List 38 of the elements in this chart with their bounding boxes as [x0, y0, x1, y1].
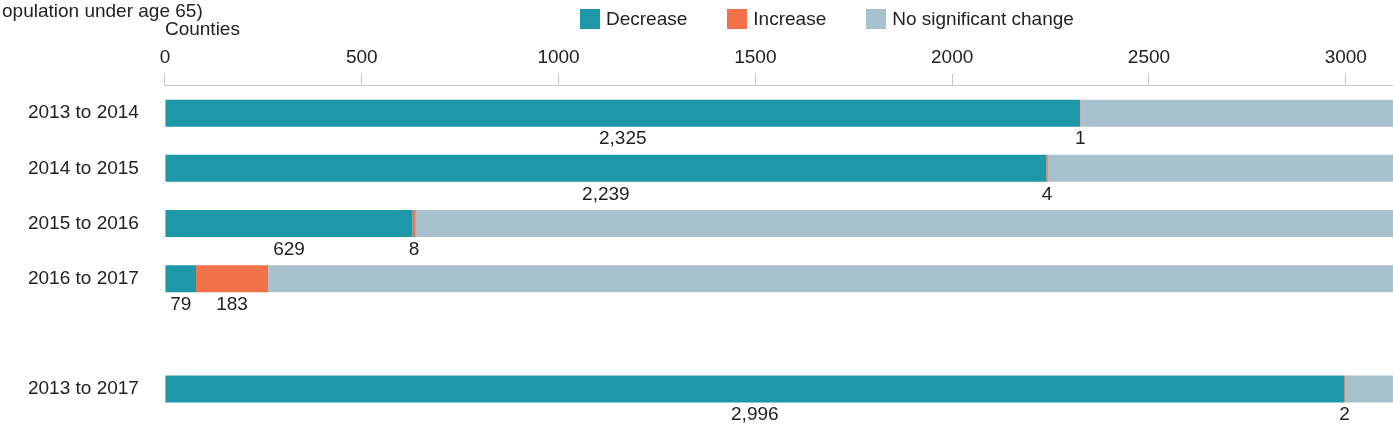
legend-label: Decrease	[606, 8, 688, 30]
y-tick-label: 2013 to 2014	[27, 101, 140, 123]
legend-label: Increase	[753, 8, 827, 30]
bar	[165, 154, 1047, 182]
data-label: 79	[170, 292, 192, 314]
data-label: 183	[216, 292, 248, 314]
data-label: 2,996	[731, 403, 779, 425]
x-tick-label: 2000	[931, 46, 974, 68]
data-label: 629	[273, 237, 305, 259]
bar	[196, 265, 269, 293]
x-tick-label: 1000	[537, 46, 580, 68]
y-tick-label: 2014 to 2015	[27, 156, 139, 178]
bar	[165, 265, 197, 293]
data-label: 2	[1339, 403, 1350, 425]
bar	[268, 265, 1393, 293]
bar	[165, 210, 413, 238]
chart-title: opulation under age 65)	[2, 0, 203, 22]
x-tick-label: 500	[345, 46, 378, 68]
y-tick-label: 2015 to 2016	[27, 211, 139, 233]
data-label: 2,239	[582, 182, 630, 204]
data-label: 1	[1074, 127, 1086, 149]
bar	[165, 375, 1345, 403]
bar	[1344, 375, 1393, 403]
x-tick-label: 1500	[734, 46, 777, 68]
bar	[415, 210, 1393, 238]
x-tick-label: 0	[159, 46, 171, 68]
bar	[1047, 154, 1393, 182]
x-tick-label: 3000	[1324, 46, 1367, 68]
legend-label: No significant change	[892, 8, 1074, 30]
bar	[165, 99, 1081, 127]
bar	[412, 210, 416, 238]
data-label: 4	[1041, 182, 1053, 204]
y-tick-label: 2016 to 2017	[27, 266, 139, 288]
data-label: 2,325	[598, 127, 647, 149]
y-tick-label: 2013 to 2017	[27, 377, 139, 399]
data-label: 8	[408, 237, 420, 259]
bar	[1080, 99, 1393, 127]
x-tick-label: 2500	[1127, 46, 1171, 68]
